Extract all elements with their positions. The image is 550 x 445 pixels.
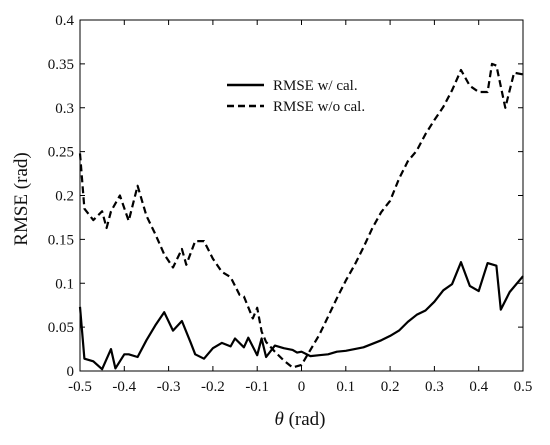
x-tick-label: 0.5	[514, 379, 533, 395]
y-tick-label: 0.05	[48, 320, 74, 336]
plot-frame	[79, 19, 524, 372]
series-line-with-calibration	[78, 261, 524, 371]
x-axis-label-unit: (rad)	[284, 409, 326, 430]
y-tick-label: 0.25	[48, 145, 74, 161]
y-tick-label: 0	[67, 364, 75, 380]
x-tick-label: 0.3	[425, 379, 444, 395]
x-axis-label: θ (rad)	[274, 409, 325, 430]
legend-label-without-calibration: RMSE w/o cal.	[273, 99, 365, 115]
legend-label-with-calibration: RMSE w/ cal.	[273, 78, 358, 94]
x-tick-label: 0	[298, 379, 306, 395]
y-tick-label: 0.35	[48, 57, 74, 73]
y-tick-label: 0.3	[55, 101, 74, 117]
x-tick-label: 0.4	[469, 379, 488, 395]
x-tick-label: 0.1	[336, 379, 355, 395]
legend: RMSE w/ cal. RMSE w/o cal.	[227, 78, 365, 115]
series-line-without-calibration	[78, 62, 524, 369]
y-tick-label: 0.4	[55, 13, 74, 29]
x-tick-label: -0.3	[157, 379, 181, 395]
x-tick-label: -0.2	[201, 379, 225, 395]
y-tick-label: 0.2	[55, 189, 74, 205]
x-tick-label: -0.4	[112, 379, 136, 395]
x-tick-label: -0.1	[245, 379, 269, 395]
y-tick-label: 0.1	[55, 276, 74, 292]
x-tick-label: -0.5	[68, 379, 92, 395]
y-axis-label: RMSE (rad)	[11, 152, 32, 245]
x-axis-label-symbol: θ	[274, 409, 283, 430]
x-tick-label: 0.2	[381, 379, 400, 395]
y-tick-label: 0.15	[48, 232, 74, 248]
